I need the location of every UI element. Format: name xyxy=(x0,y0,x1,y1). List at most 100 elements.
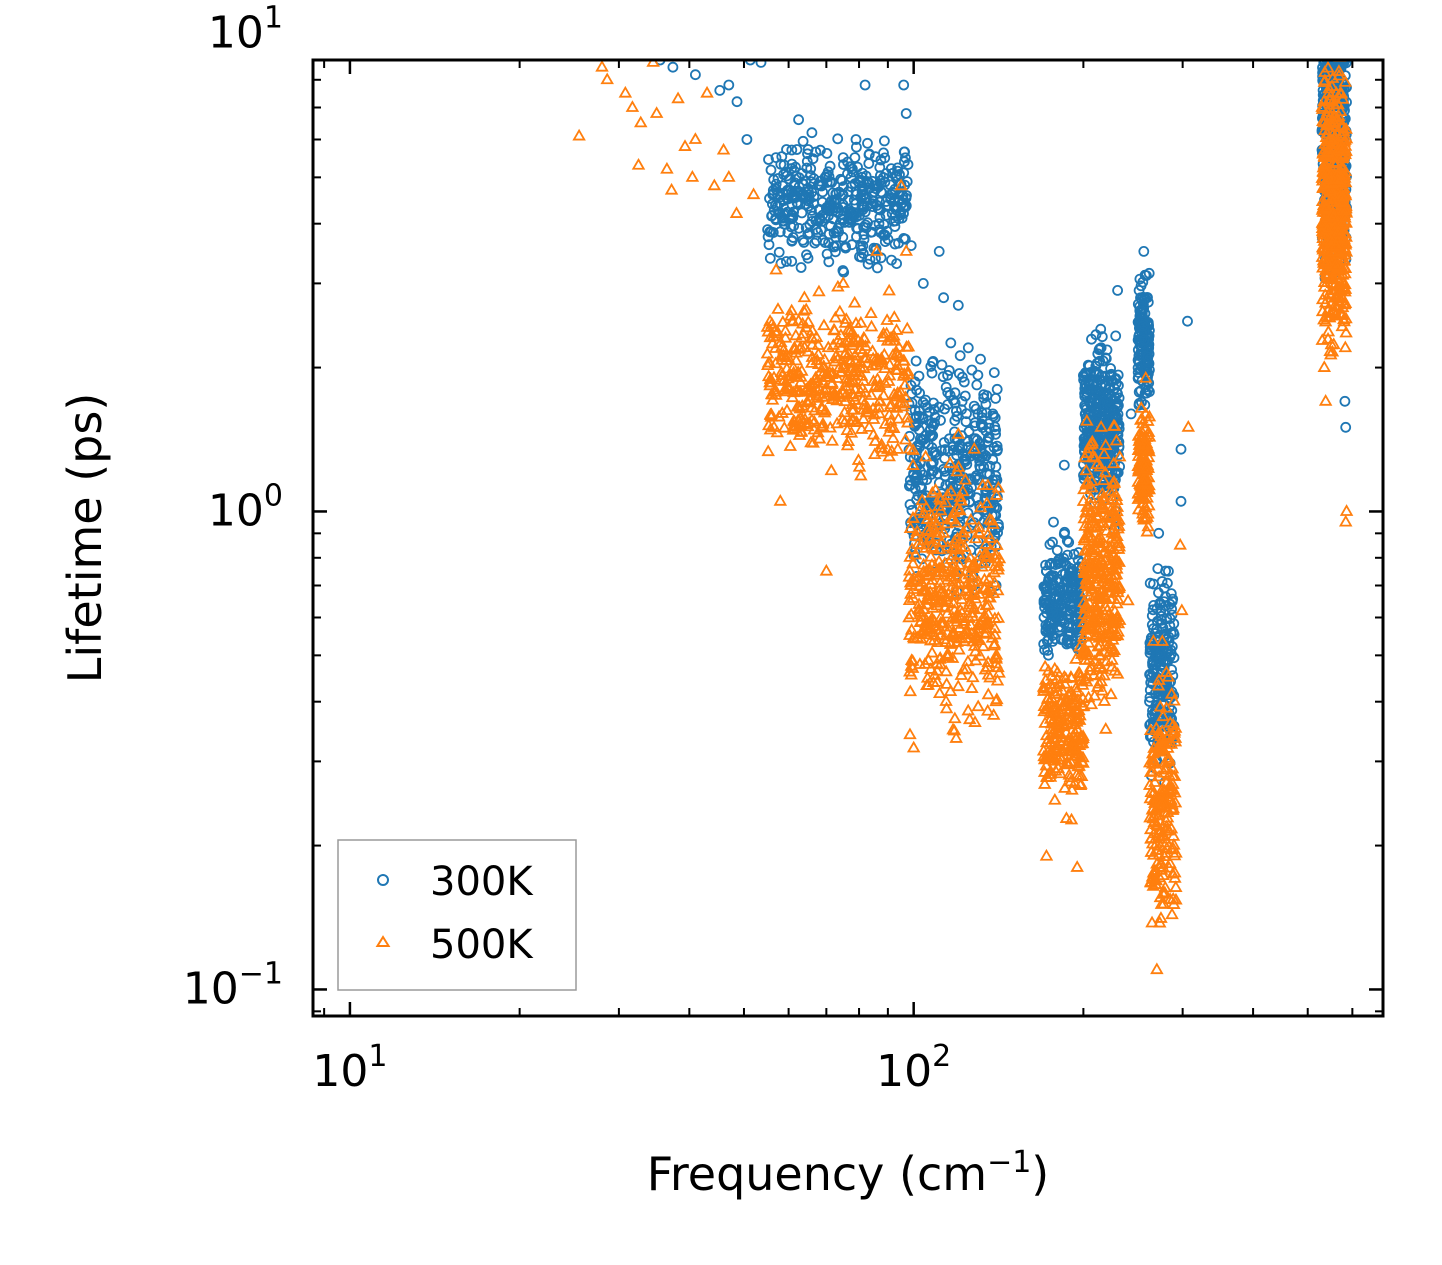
data-point-500k xyxy=(916,564,931,577)
data-point-300k xyxy=(863,149,875,161)
data-point-500k xyxy=(775,368,789,380)
data-point-500k xyxy=(778,330,793,343)
data-point-500k xyxy=(971,699,985,712)
data-point-500k xyxy=(967,441,982,454)
data-point-300k xyxy=(1339,60,1350,64)
data-point-500k xyxy=(991,480,1006,493)
data-point-500k xyxy=(949,515,963,528)
data-point-500k xyxy=(783,369,798,382)
data-point-500k xyxy=(1324,183,1338,195)
data-point-500k xyxy=(988,551,1003,564)
data-point-500k xyxy=(1107,643,1122,656)
data-point-300k xyxy=(1083,374,1095,386)
data-point-300k xyxy=(1048,516,1059,528)
data-point-300k xyxy=(1071,592,1083,603)
data-point-500k xyxy=(1325,71,1340,83)
data-point-500k xyxy=(951,679,965,692)
data-point-300k xyxy=(866,198,878,210)
data-point-500k xyxy=(1337,232,1351,244)
data-point-300k xyxy=(915,455,926,467)
data-point-500k xyxy=(1146,634,1161,646)
data-point-500k xyxy=(1158,831,1172,844)
data-point-500k xyxy=(981,597,996,610)
data-point-500k xyxy=(943,684,958,696)
data-point-500k xyxy=(1181,419,1196,432)
data-point-500k xyxy=(1147,808,1161,821)
data-point-300k xyxy=(971,492,982,504)
data-point-500k xyxy=(799,302,813,315)
data-point-500k xyxy=(1335,195,1349,208)
data-point-500k xyxy=(926,542,941,554)
data-point-500k xyxy=(845,387,859,400)
data-point-500k xyxy=(1076,629,1091,642)
data-point-500k xyxy=(927,628,942,640)
data-point-300k xyxy=(786,255,798,267)
data-point-500k xyxy=(1110,666,1125,679)
data-point-300k xyxy=(1094,355,1106,367)
data-point-300k xyxy=(1158,596,1170,607)
data-point-500k xyxy=(1081,606,1096,619)
data-point-500k xyxy=(1337,297,1352,310)
data-point-500k xyxy=(1338,340,1353,353)
data-point-300k xyxy=(924,425,936,437)
data-point-500k xyxy=(805,356,819,368)
data-point-500k xyxy=(1094,674,1108,687)
data-point-500k xyxy=(976,639,991,652)
data-point-500k xyxy=(940,572,955,585)
data-point-300k xyxy=(1109,383,1120,394)
data-point-500k xyxy=(1152,860,1167,873)
data-point-500k xyxy=(1167,693,1181,706)
data-point-500k xyxy=(1084,697,1099,710)
data-point-500k xyxy=(876,326,891,339)
data-point-500k xyxy=(1150,962,1164,975)
data-point-500k xyxy=(833,304,847,317)
data-point-500k xyxy=(765,336,780,349)
data-point-500k xyxy=(906,740,921,753)
data-point-500k xyxy=(1107,522,1121,535)
data-point-300k xyxy=(851,141,862,153)
data-point-500k xyxy=(948,565,962,577)
data-point-500k xyxy=(1144,785,1158,798)
data-point-300k xyxy=(914,441,926,453)
data-point-500k xyxy=(1326,210,1341,222)
data-point-300k xyxy=(824,160,836,172)
data-point-300k xyxy=(926,430,937,442)
data-point-500k xyxy=(921,653,936,665)
data-point-500k xyxy=(971,574,986,587)
data-point-500k xyxy=(1087,654,1102,667)
data-point-500k xyxy=(1072,738,1087,751)
data-point-500k xyxy=(1328,156,1343,169)
data-point-300k xyxy=(1101,344,1113,356)
data-point-500k xyxy=(891,411,906,424)
data-point-500k xyxy=(1097,694,1112,706)
data-point-500k xyxy=(1043,677,1057,689)
data-point-500k xyxy=(901,339,916,352)
data-point-300k xyxy=(921,474,933,486)
data-point-300k xyxy=(857,180,868,192)
data-point-300k xyxy=(926,457,937,469)
data-point-500k xyxy=(864,388,878,400)
data-point-500k xyxy=(805,337,819,350)
data-point-300k xyxy=(927,446,939,458)
data-point-500k xyxy=(821,340,836,353)
data-point-500k xyxy=(965,681,979,693)
data-point-300k xyxy=(1137,276,1149,288)
data-point-500k xyxy=(763,372,778,384)
data-point-500k xyxy=(787,342,802,355)
data-point-500k xyxy=(903,441,917,454)
data-point-500k xyxy=(834,340,848,353)
data-point-500k xyxy=(842,346,856,359)
data-point-300k xyxy=(960,416,972,428)
data-point-300k xyxy=(988,441,1000,453)
data-point-500k xyxy=(801,384,816,397)
data-point-500k xyxy=(799,320,813,333)
data-point-500k xyxy=(939,701,954,714)
data-point-500k xyxy=(906,443,920,455)
data-point-500k xyxy=(1087,589,1102,602)
data-point-500k xyxy=(1080,413,1094,426)
data-point-500k xyxy=(1082,565,1096,578)
data-point-300k xyxy=(1038,581,1050,592)
data-point-300k xyxy=(806,204,817,216)
x-tick-labels: 101 102 xyxy=(312,1039,951,1097)
data-point-300k xyxy=(989,421,1001,433)
